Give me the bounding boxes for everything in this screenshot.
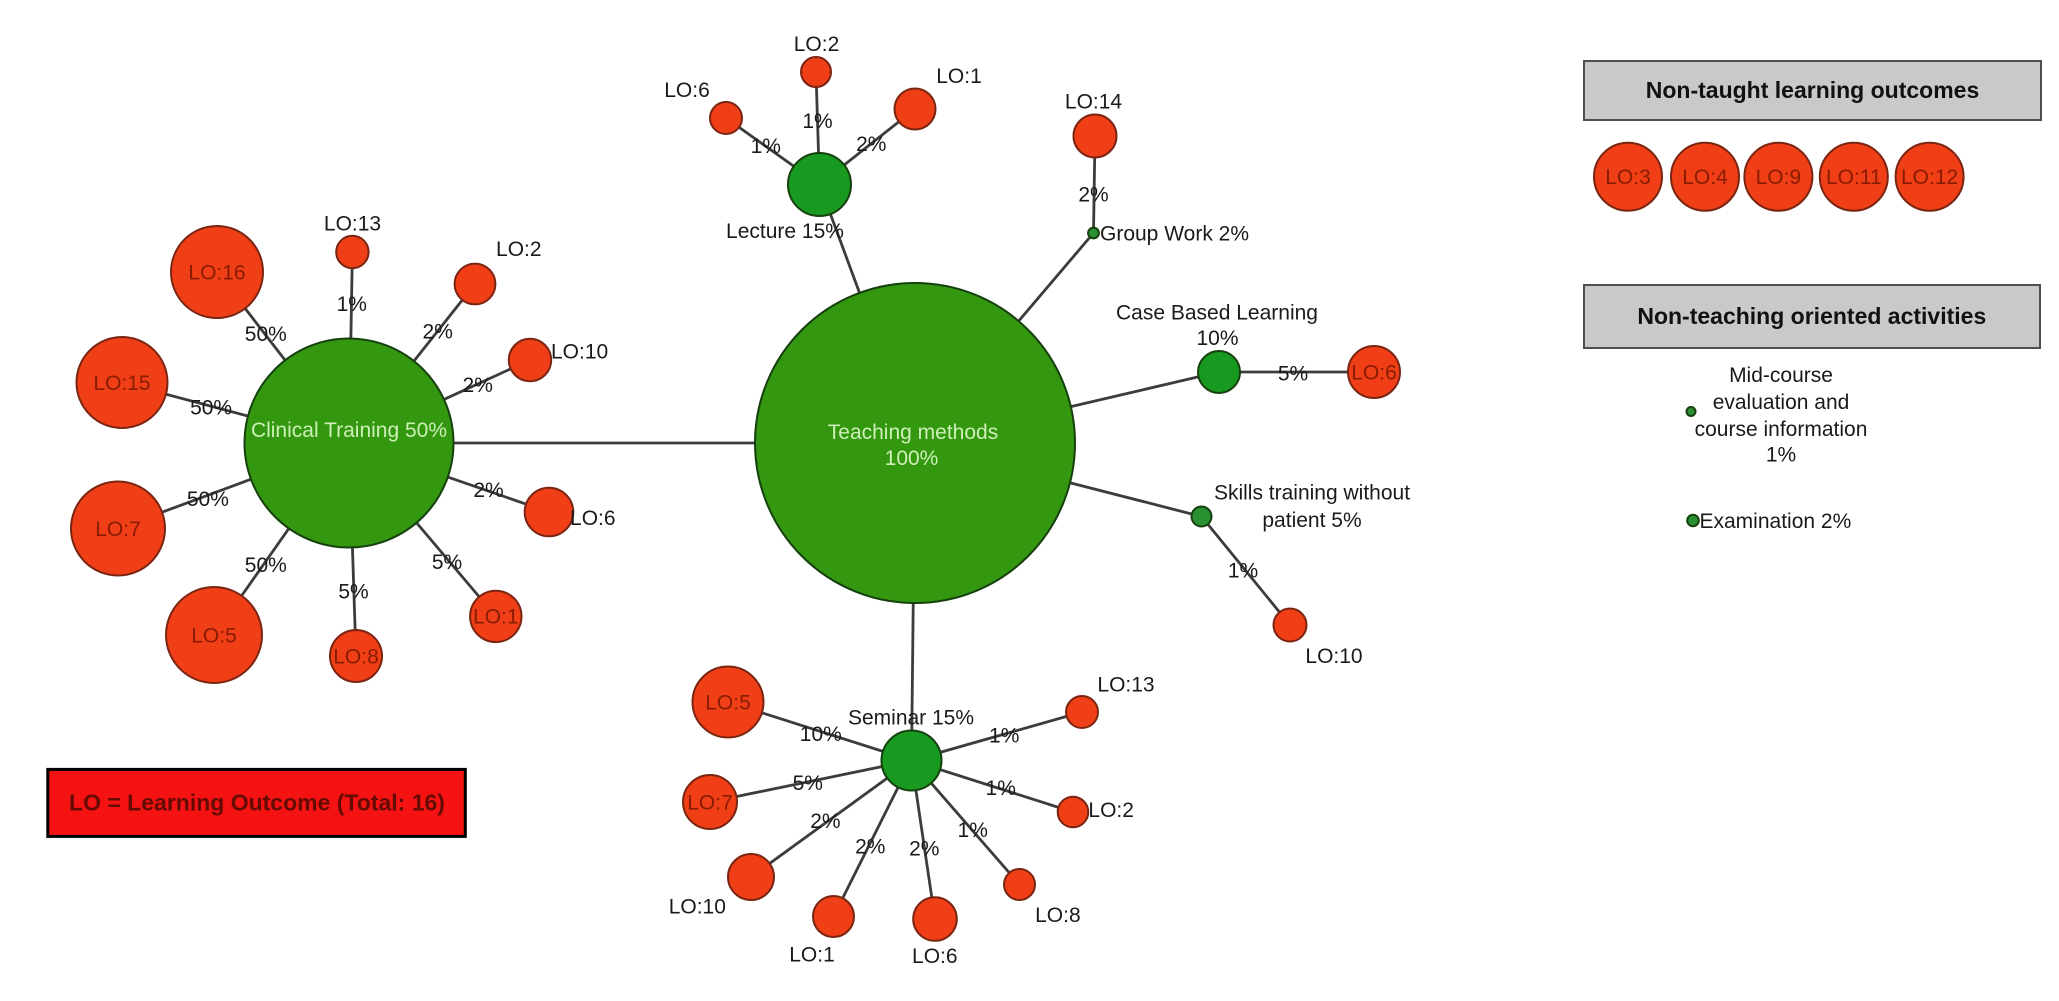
svg-text:5%: 5% [432, 551, 462, 574]
svg-text:Case Based Learning: Case Based Learning [1116, 301, 1318, 324]
svg-text:LO = Learning Outcome (Total:: LO = Learning Outcome (Total: 16) [69, 790, 445, 816]
svg-text:10%: 10% [1196, 327, 1238, 350]
svg-text:LO:16: LO:16 [188, 261, 245, 284]
svg-text:LO:2: LO:2 [794, 33, 840, 56]
svg-text:1%: 1% [802, 110, 832, 133]
svg-text:LO:14: LO:14 [1065, 90, 1123, 113]
svg-text:2%: 2% [473, 479, 503, 502]
svg-text:10%: 10% [800, 723, 842, 746]
svg-text:LO:11: LO:11 [1826, 166, 1882, 189]
svg-text:1%: 1% [751, 135, 781, 158]
svg-text:LO:13: LO:13 [1097, 673, 1154, 696]
svg-text:50%: 50% [187, 488, 229, 511]
svg-text:Non-teaching oriented activiti: Non-teaching oriented activities [1637, 303, 1986, 329]
svg-text:LO:5: LO:5 [705, 691, 751, 714]
svg-text:5%: 5% [1278, 362, 1308, 385]
svg-text:5%: 5% [338, 581, 368, 604]
svg-text:LO:6: LO:6 [912, 945, 958, 968]
svg-text:LO:15: LO:15 [93, 372, 150, 395]
svg-text:2%: 2% [1078, 184, 1108, 207]
svg-text:50%: 50% [245, 554, 287, 577]
svg-text:1%: 1% [1766, 443, 1796, 466]
svg-text:Mid-course: Mid-course [1729, 364, 1833, 387]
svg-text:2%: 2% [855, 836, 885, 859]
svg-text:LO:1: LO:1 [936, 65, 982, 88]
svg-text:LO:5: LO:5 [191, 624, 237, 647]
svg-text:LO:10: LO:10 [551, 340, 608, 363]
svg-text:1%: 1% [958, 819, 988, 842]
svg-text:LO:10: LO:10 [669, 895, 726, 918]
svg-text:LO:1: LO:1 [789, 944, 835, 967]
svg-text:LO:2: LO:2 [1088, 799, 1134, 822]
svg-text:1%: 1% [989, 725, 1019, 748]
svg-text:Teaching methods: Teaching methods [828, 421, 998, 444]
svg-text:course information: course information [1695, 418, 1868, 441]
svg-text:100%: 100% [885, 447, 939, 470]
svg-text:Examination 2%: Examination 2% [1700, 510, 1852, 533]
svg-text:Group Work 2%: Group Work 2% [1100, 222, 1249, 245]
svg-text:evaluation and: evaluation and [1713, 391, 1850, 414]
svg-text:LO:6: LO:6 [664, 79, 710, 102]
svg-text:50%: 50% [190, 396, 232, 419]
svg-text:1%: 1% [1228, 559, 1258, 582]
svg-text:2%: 2% [909, 838, 939, 861]
svg-text:LO:3: LO:3 [1605, 166, 1651, 189]
svg-text:LO:7: LO:7 [95, 518, 141, 541]
svg-text:LO:6: LO:6 [570, 507, 616, 530]
svg-text:5%: 5% [793, 772, 823, 795]
svg-text:Non-taught learning outcomes: Non-taught learning outcomes [1646, 77, 1980, 103]
svg-text:1%: 1% [986, 777, 1016, 800]
svg-text:LO:7: LO:7 [687, 791, 733, 814]
svg-text:patient 5%: patient 5% [1262, 509, 1361, 532]
svg-text:2%: 2% [463, 374, 493, 397]
svg-text:LO:8: LO:8 [333, 645, 379, 668]
svg-text:2%: 2% [810, 810, 840, 833]
svg-text:Clinical Training 50%: Clinical Training 50% [251, 419, 447, 442]
svg-text:50%: 50% [245, 323, 287, 346]
svg-text:LO:4: LO:4 [1682, 166, 1728, 189]
svg-text:1%: 1% [337, 293, 367, 316]
svg-text:Lecture 15%: Lecture 15% [726, 220, 844, 243]
svg-text:LO:1: LO:1 [473, 606, 519, 629]
svg-text:2%: 2% [856, 133, 886, 156]
svg-text:LO:13: LO:13 [324, 212, 381, 235]
svg-text:LO:8: LO:8 [1035, 904, 1081, 927]
svg-text:LO:2: LO:2 [496, 238, 542, 261]
svg-text:LO:10: LO:10 [1305, 645, 1362, 668]
svg-text:Seminar 15%: Seminar 15% [848, 706, 974, 729]
svg-text:LO:12: LO:12 [1901, 166, 1958, 189]
svg-text:Skills training without: Skills training without [1214, 481, 1410, 504]
svg-text:LO:9: LO:9 [1756, 166, 1802, 189]
svg-text:2%: 2% [423, 320, 453, 343]
svg-text:LO:6: LO:6 [1351, 361, 1397, 384]
